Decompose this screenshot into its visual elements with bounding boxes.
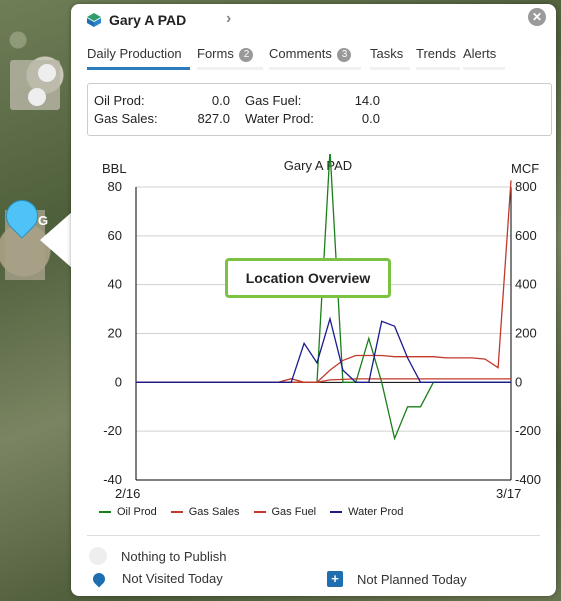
location-overview-label: Location Overview — [225, 258, 391, 298]
comments-count-badge: 3 — [337, 48, 352, 62]
popup-header: Gary A PAD — [87, 12, 186, 28]
visit-status-text: Not Visited Today — [122, 571, 223, 586]
tab-label: Forms — [197, 46, 234, 61]
publish-status: Nothing to Publish — [89, 547, 227, 565]
publish-status-text: Nothing to Publish — [121, 548, 227, 564]
location-popup-panel: Gary A PAD › ✕ Daily Production Forms 2 … — [71, 4, 556, 596]
legend-item: Oil Prod — [99, 506, 157, 518]
oil-prod-label: Oil Prod: — [94, 93, 145, 108]
tab-tasks[interactable]: Tasks — [370, 46, 410, 70]
tab-forms[interactable]: Forms 2 — [197, 46, 263, 70]
gas-fuel-label: Gas Fuel: — [245, 93, 302, 108]
oil-prod-value: 0.0 — [211, 93, 230, 108]
left-tick-label: -20 — [103, 423, 122, 438]
left-tick-label: -40 — [103, 472, 122, 487]
water-prod-label: Water Prod: — [245, 111, 314, 126]
chart-title: Gary A PAD — [284, 158, 352, 173]
legend-item: Gas Sales — [170, 506, 240, 518]
left-tick-label: 80 — [108, 179, 122, 194]
location-title: Gary A PAD — [109, 12, 187, 28]
visit-status: Not Visited Today — [89, 570, 223, 587]
legend-item: Water Prod — [330, 506, 403, 518]
right-tick-label: 0 — [515, 374, 522, 389]
x-end-label: 3/17 — [496, 486, 521, 501]
tab-comments[interactable]: Comments 3 — [269, 46, 361, 70]
right-tick-label: 800 — [515, 179, 537, 194]
legend-swatch — [330, 511, 343, 513]
legend-label: Gas Sales — [188, 506, 240, 518]
water-prod-value: 0.0 — [361, 111, 380, 126]
left-tick-label: 40 — [108, 277, 122, 292]
legend-swatch — [170, 511, 183, 513]
right-tick-label: -200 — [515, 423, 541, 438]
plan-status: + Not Planned Today — [327, 571, 467, 587]
series-line-water-prod — [136, 316, 511, 383]
right-tick-label: 400 — [515, 277, 537, 292]
popup-pointer — [40, 212, 72, 268]
x-start-label: 2/16 — [115, 486, 140, 501]
divider — [87, 535, 540, 536]
gas-sales-label: Gas Sales: — [94, 111, 158, 126]
production-summary: Oil Prod: 0.0 Gas Sales: 827.0 Gas Fuel:… — [87, 83, 552, 136]
gas-fuel-value: 14.0 — [354, 93, 380, 108]
left-tick-label: 20 — [108, 326, 122, 341]
tab-label: Trends — [416, 46, 456, 61]
map-tank — [28, 88, 46, 106]
tab-label: Comments — [269, 46, 332, 61]
right-tick-label: -400 — [515, 472, 541, 487]
legend-swatch — [99, 511, 111, 513]
chart-legend: Oil Prod Gas Sales Gas Fuel Water Prod — [99, 506, 417, 518]
calendar-add-icon[interactable]: + — [327, 571, 343, 587]
tab-alerts[interactable]: Alerts — [463, 46, 505, 70]
left-tick-label: 0 — [115, 374, 122, 389]
location-pin-icon — [90, 570, 108, 587]
legend-swatch — [253, 511, 266, 513]
legend-item: Gas Fuel — [253, 506, 317, 518]
tab-trends[interactable]: Trends — [416, 46, 460, 70]
gas-sales-value: 827.0 — [197, 111, 230, 126]
right-tick-label: 200 — [515, 326, 537, 341]
map-tank — [38, 64, 56, 82]
tab-bar: Daily Production Forms 2 Comments 3 Task… — [87, 46, 540, 70]
chevron-right-icon[interactable]: › — [226, 10, 232, 27]
right-tick-label: 600 — [515, 228, 537, 243]
legend-label: Oil Prod — [117, 506, 157, 518]
tab-label: Daily Production — [87, 46, 182, 61]
right-axis-unit: MCF — [511, 161, 539, 176]
left-tick-label: 60 — [108, 228, 122, 243]
plan-status-text: Not Planned Today — [357, 571, 467, 587]
tab-daily-production[interactable]: Daily Production — [87, 46, 190, 70]
app-logo-icon — [87, 13, 101, 27]
forms-count-badge: 2 — [239, 48, 254, 62]
close-icon[interactable]: ✕ — [528, 8, 546, 26]
tab-label: Alerts — [463, 46, 497, 61]
legend-label: Gas Fuel — [271, 506, 317, 518]
tab-label: Tasks — [370, 46, 404, 61]
publish-status-icon — [89, 547, 107, 565]
left-axis-unit: BBL — [102, 161, 127, 176]
legend-label: Water Prod — [348, 506, 404, 518]
